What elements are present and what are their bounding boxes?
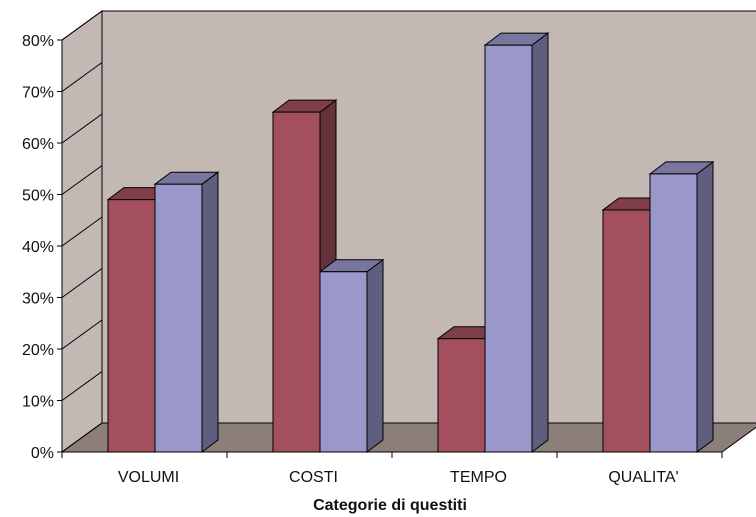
x-tick-label: COSTI xyxy=(289,469,338,486)
bar xyxy=(272,111,321,453)
bar-side xyxy=(366,258,384,453)
bars xyxy=(106,32,715,453)
y-tick-depth xyxy=(61,268,103,298)
bar-side xyxy=(696,160,714,453)
bar-side xyxy=(201,171,219,453)
bar xyxy=(649,173,698,453)
bar xyxy=(107,199,156,453)
bar xyxy=(319,271,368,453)
x-axis-title: Categorie di questiti xyxy=(313,497,467,514)
y-tick-label: 50% xyxy=(22,188,54,205)
y-tick-depth xyxy=(61,319,103,350)
bar xyxy=(154,183,203,453)
x-tick-label: VOLUMI xyxy=(118,469,179,486)
bar-side xyxy=(531,32,549,453)
y-tick-label: 10% xyxy=(22,394,54,411)
y-tick-depth xyxy=(61,113,103,144)
y-tick-depth xyxy=(61,422,103,453)
x-tick-label: TEMPO xyxy=(450,469,507,486)
y-tick-label: 20% xyxy=(22,342,54,359)
y-tick-depth xyxy=(61,371,103,401)
y-tick-depth xyxy=(61,216,103,247)
y-tick-depth xyxy=(61,62,103,92)
x-tick-label: QUALITA' xyxy=(608,469,678,486)
bar xyxy=(484,44,533,453)
y-tick-label: 70% xyxy=(22,85,54,102)
x-axis: VOLUMI COSTI TEMPO QUALITA' xyxy=(61,451,723,486)
y-tick-label: 80% xyxy=(22,33,54,50)
y-tick-depth xyxy=(61,165,103,195)
y-tick-label: 40% xyxy=(22,239,54,256)
y-tick-label: 60% xyxy=(22,136,54,153)
bar xyxy=(437,338,486,453)
y-axis: 0% 10% 20% 30% 40% 50% 60% 70% 80% xyxy=(22,10,103,462)
y-tick-depth xyxy=(61,10,103,41)
y-tick-label: 30% xyxy=(22,291,54,308)
bar xyxy=(602,209,651,453)
y-tick-label: 0% xyxy=(31,445,54,462)
